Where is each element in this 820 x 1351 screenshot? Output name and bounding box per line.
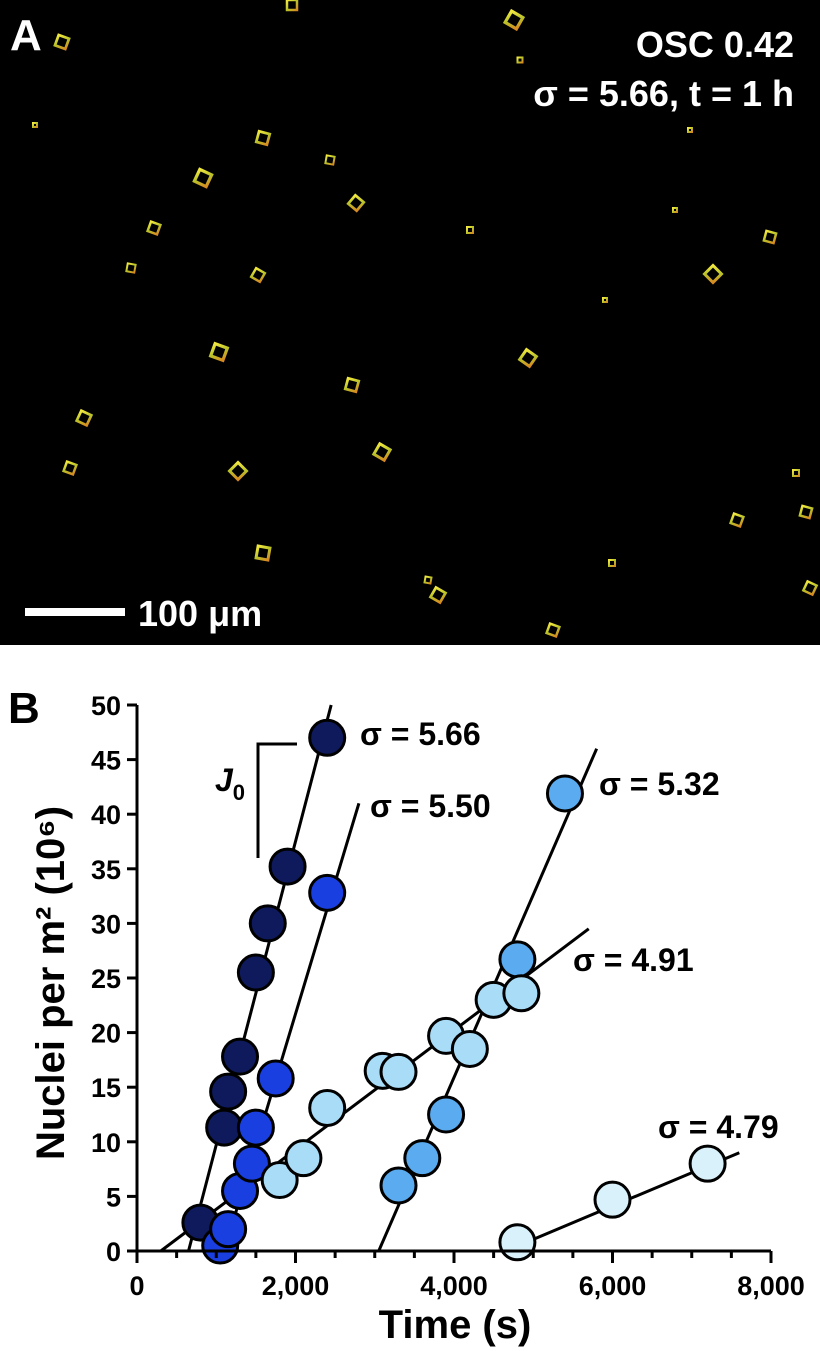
data-point <box>248 904 287 943</box>
crystal-speck <box>728 511 746 529</box>
crystal-speck <box>192 167 214 189</box>
crystal-speck <box>346 193 366 213</box>
y-tick-label: 5 <box>106 1182 121 1212</box>
crystal-speck <box>249 266 267 284</box>
sample-label: OSC 0.42 <box>635 24 794 65</box>
y-tick-label: 0 <box>106 1237 121 1267</box>
x-tick-label: 8,000 <box>737 1271 805 1301</box>
crystal-speck <box>125 262 137 274</box>
x-tick-label: 0 <box>129 1271 144 1301</box>
y-tick-label: 40 <box>91 800 121 830</box>
y-tick-label: 45 <box>91 746 121 776</box>
series-label: σ = 5.32 <box>599 766 720 802</box>
panel-b-label: B <box>8 684 40 733</box>
data-point <box>379 1166 418 1205</box>
data-point <box>308 1088 347 1127</box>
data-point <box>379 1052 418 1091</box>
y-tick-label: 15 <box>91 1073 121 1103</box>
y-axis-title: Nuclei per m² (10⁶) <box>29 806 73 1160</box>
micrograph-image <box>25 0 819 639</box>
data-point <box>236 1108 275 1147</box>
nucleation-chart: 0 5 10 15 20 25 30 35 40 45 50 0 2,000 4,000 6,000 8,00… <box>29 691 805 1347</box>
crystal-speck <box>371 441 393 463</box>
crystal-speck <box>145 219 163 237</box>
data-point <box>593 1180 632 1219</box>
crystal-speck <box>672 207 678 213</box>
x-tick-label: 4,000 <box>420 1271 488 1301</box>
data-point <box>209 1210 248 1249</box>
x-axis-title: Time (s) <box>379 1303 532 1347</box>
micrograph-panel: A OSC 0.42 σ = 5.66, t = 1 h 100 μm <box>0 0 820 645</box>
data-point <box>450 1029 489 1068</box>
crystal-speck <box>428 585 448 605</box>
crystal-speck <box>801 579 819 597</box>
crystal-speck <box>254 544 272 562</box>
data-point <box>308 718 347 757</box>
y-tick-label: 50 <box>91 691 121 721</box>
scale-bar-label: 100 μm <box>138 593 263 634</box>
data-point <box>688 1144 727 1183</box>
series-label: σ = 5.50 <box>370 788 491 824</box>
y-tick-label: 35 <box>91 855 121 885</box>
data-point <box>545 774 584 813</box>
crystal-speck <box>227 460 249 482</box>
crystal-speck <box>74 408 94 428</box>
crystal-speck <box>702 263 724 285</box>
data-point <box>205 1108 244 1147</box>
crystal-speck <box>61 459 79 477</box>
data-point <box>498 940 537 979</box>
data-point <box>268 847 307 886</box>
crystal-speck <box>423 575 433 585</box>
crystal-speck <box>208 341 230 363</box>
series-label: σ = 4.91 <box>573 942 694 978</box>
y-tick-label: 20 <box>91 1019 121 1049</box>
crystal-speck <box>798 504 814 520</box>
crystal-speck <box>792 469 800 477</box>
crystal-speck <box>285 0 299 12</box>
series-label: σ = 4.79 <box>658 1109 779 1145</box>
slope-label: J0 <box>215 762 245 805</box>
data-point <box>236 953 275 992</box>
data-point <box>256 1059 295 1098</box>
crystal-speck <box>602 297 608 303</box>
chart-panel: 0 5 10 15 20 25 30 35 40 45 50 0 2,000 4,000 6,000 8,00… <box>0 645 820 1351</box>
crystal-speck <box>324 154 336 166</box>
crystal-speck <box>32 122 38 128</box>
crystal-speck <box>608 559 616 567</box>
y-tick-label: 10 <box>91 1128 121 1158</box>
crystal-speck <box>466 226 474 234</box>
data-point <box>260 1161 299 1200</box>
y-tick-label: 25 <box>91 964 121 994</box>
y-tick-label: 30 <box>91 909 121 939</box>
crystal-speck <box>343 376 361 394</box>
slope-bracket <box>256 742 297 858</box>
data-point <box>284 1139 323 1178</box>
data-point <box>427 1095 466 1134</box>
conditions-label: σ = 5.66, t = 1 h <box>533 73 794 114</box>
x-tick-label: 6,000 <box>579 1271 647 1301</box>
data-point <box>498 1223 537 1262</box>
x-tick-label: 2,000 <box>262 1271 330 1301</box>
data-point <box>403 1139 442 1178</box>
crystal-speck <box>254 129 272 147</box>
crystal-speck <box>53 33 71 51</box>
crystal-speck <box>516 56 524 64</box>
series-label: σ = 5.66 <box>360 716 481 752</box>
data-point <box>209 1072 248 1111</box>
crystal-speck <box>502 8 526 32</box>
data-point <box>221 1037 260 1076</box>
scale-bar <box>25 608 125 616</box>
data-point <box>308 873 347 912</box>
data-point <box>502 974 541 1013</box>
crystal-speck <box>517 347 539 369</box>
crystal-speck <box>762 229 778 245</box>
crystal-speck <box>687 127 693 133</box>
crystal-speck <box>544 621 562 639</box>
panel-a-label: A <box>10 11 42 60</box>
